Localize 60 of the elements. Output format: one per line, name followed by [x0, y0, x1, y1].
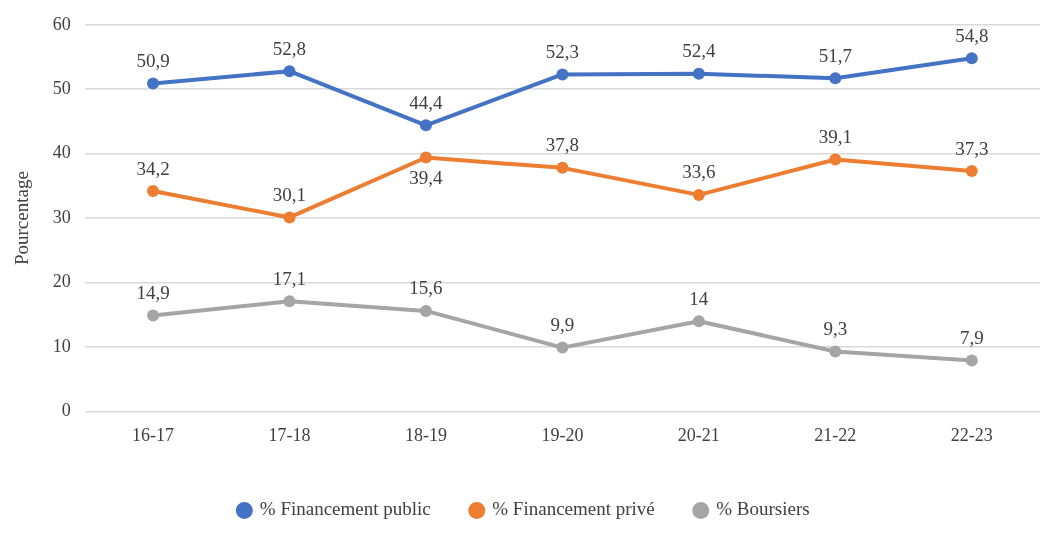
- legend-label: % Boursiers: [716, 498, 810, 520]
- point: [283, 295, 296, 308]
- point: [419, 119, 432, 132]
- x-tick-label: 19-20: [541, 424, 584, 445]
- data-label: 37,3: [955, 137, 989, 159]
- data-label: 7,9: [959, 326, 984, 348]
- data-label: 17,1: [272, 267, 307, 289]
- data-label: 51,7: [818, 44, 852, 66]
- data-label: 39,4: [409, 167, 444, 189]
- point: [283, 65, 296, 78]
- y-tick-label: 20: [52, 271, 71, 292]
- y-axis-title: Pourcentage: [11, 171, 33, 266]
- point: [692, 188, 705, 201]
- point: [419, 151, 432, 164]
- legend-label: % Financement privé: [492, 498, 655, 520]
- x-tick-label: 20-21: [677, 424, 720, 445]
- data-label: 14,9: [136, 281, 170, 303]
- y-tick-label: 0: [61, 400, 71, 421]
- x-tick-label: 17-18: [268, 424, 311, 445]
- data-label: 9,9: [550, 314, 575, 336]
- data-label: 52,4: [682, 40, 716, 62]
- point: [829, 153, 842, 166]
- data-label: 52,3: [545, 40, 580, 62]
- legend-label: % Financement public: [259, 498, 431, 520]
- data-label: 44,4: [409, 91, 444, 113]
- point: [965, 52, 978, 65]
- point: [556, 68, 569, 81]
- x-tick-label: 22-23: [950, 424, 993, 445]
- point: [556, 341, 569, 354]
- data-label: 14: [689, 287, 709, 309]
- point: [283, 211, 296, 224]
- x-tick-label: 18-19: [404, 424, 447, 445]
- point: [147, 77, 160, 90]
- y-tick-label: 40: [52, 142, 71, 163]
- x-tick-label: 21-22: [814, 424, 857, 445]
- data-label: 15,6: [409, 277, 443, 299]
- point: [965, 354, 978, 367]
- point: [419, 304, 432, 317]
- point: [829, 72, 842, 85]
- point: [556, 161, 569, 174]
- data-label: 33,6: [682, 161, 716, 183]
- point: [692, 67, 705, 80]
- data-label: 54,8: [955, 24, 989, 46]
- data-label: 34,2: [136, 157, 170, 179]
- data-label: 52,8: [272, 37, 307, 59]
- x-tick-label: 16-17: [132, 424, 175, 445]
- data-label: 9,3: [823, 317, 848, 339]
- y-tick-label: 30: [52, 206, 71, 227]
- point: [965, 165, 978, 178]
- y-tick-label: 60: [52, 13, 71, 34]
- data-label: 39,1: [818, 125, 852, 147]
- data-label: 37,8: [545, 134, 580, 156]
- y-tick-label: 50: [52, 77, 71, 98]
- point: [829, 345, 842, 358]
- y-tick-label: 10: [52, 335, 71, 356]
- data-label: 50,9: [136, 49, 170, 71]
- point: [147, 309, 160, 322]
- point: [147, 185, 160, 198]
- point: [692, 315, 705, 328]
- data-label: 30,1: [272, 183, 307, 205]
